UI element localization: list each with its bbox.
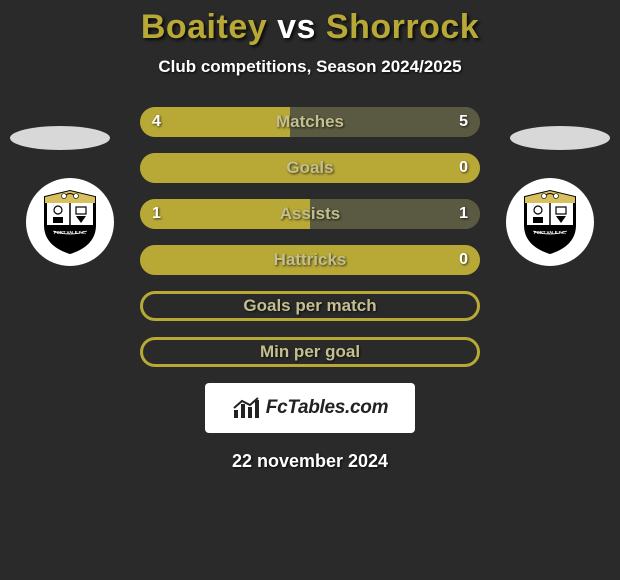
player2-name: Shorrock xyxy=(326,8,479,46)
subtitle: Club competitions, Season 2024/2025 xyxy=(0,57,620,77)
stat-bar: Hattricks0 xyxy=(140,245,480,275)
stats-bars: Matches45Goals0Assists11Hattricks0Goals … xyxy=(0,107,620,367)
stat-value-right: 1 xyxy=(459,199,468,229)
stat-value-left: 1 xyxy=(152,199,161,229)
branding-badge: FcTables.com xyxy=(205,383,415,433)
stat-value-right: 5 xyxy=(459,107,468,137)
stat-bar: Min per goal xyxy=(140,337,480,367)
stat-bar: Goals per match xyxy=(140,291,480,321)
page-title: Boaitey vs Shorrock xyxy=(0,8,620,47)
date-text: 22 november 2024 xyxy=(0,451,620,472)
vs-text: vs xyxy=(277,8,316,46)
stat-bar: Matches45 xyxy=(140,107,480,137)
comparison-panel: Boaitey vs Shorrock Club competitions, S… xyxy=(0,0,620,472)
stat-value-right: 0 xyxy=(459,245,468,275)
stat-bar: Assists11 xyxy=(140,199,480,229)
stat-label: Goals per match xyxy=(143,294,477,318)
player1-name: Boaitey xyxy=(141,8,267,46)
stat-label: Min per goal xyxy=(143,340,477,364)
stat-bar: Goals0 xyxy=(140,153,480,183)
stat-value-left: 4 xyxy=(152,107,161,137)
branding-text: FcTables.com xyxy=(266,397,388,419)
stat-value-right: 0 xyxy=(459,153,468,183)
chart-icon xyxy=(232,396,260,420)
